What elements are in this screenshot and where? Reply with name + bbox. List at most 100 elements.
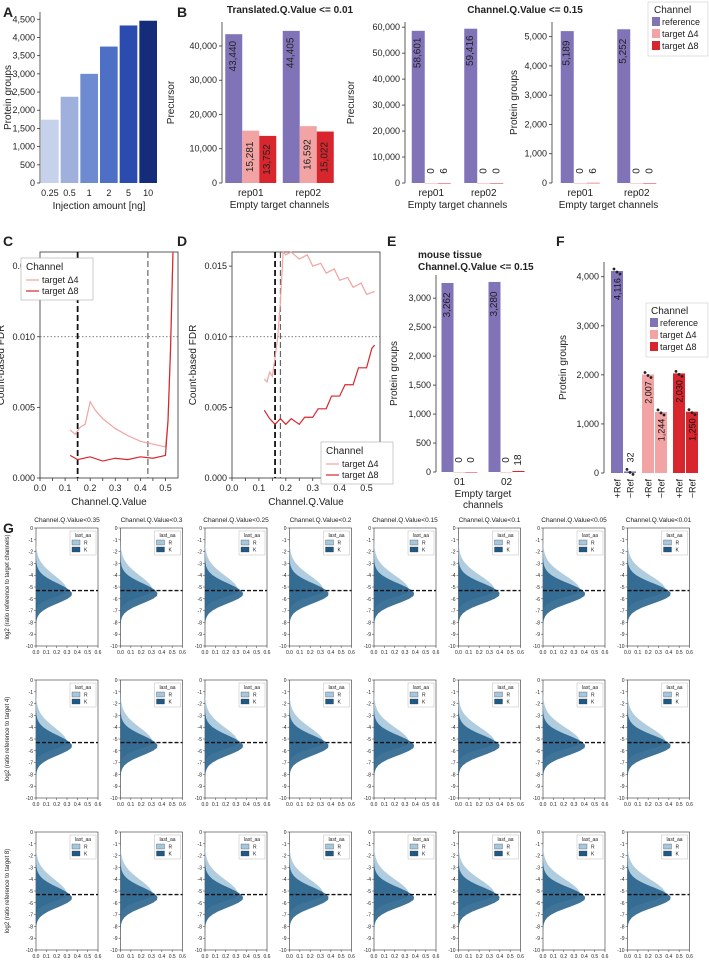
x-tick-label: 0.6 <box>95 650 102 656</box>
y-tick-label: -9 <box>451 632 456 638</box>
x-tick-label: 2 <box>106 188 111 198</box>
legend-swatch <box>71 539 81 546</box>
legend-label: K <box>422 548 426 554</box>
x-tick-label: 0.0 <box>455 802 462 808</box>
x-tick-label: 0.2 <box>222 954 229 960</box>
data-label: 5,252 <box>618 38 629 63</box>
series-line-targetΔ4 <box>263 250 375 384</box>
y-tick-label: 0 <box>284 678 287 684</box>
x-tick-label: 0.6 <box>602 650 609 656</box>
bar-E-01-targetΔ4 <box>453 472 466 473</box>
x-tick-label: 0.4 <box>412 802 419 808</box>
x-tick-label: rep02 <box>624 188 650 199</box>
x-tick-label: 0.2 <box>84 483 97 493</box>
y-tick-label: -2 <box>536 550 541 556</box>
density-K <box>289 680 329 798</box>
y-tick-label: -3 <box>620 561 625 567</box>
x-tick-label: 0.0 <box>624 802 631 808</box>
legend-swatch <box>409 698 419 705</box>
legend-title: last_aa <box>328 533 344 539</box>
y-tick-label: -7 <box>113 761 118 767</box>
chart-title: mouse tissue <box>418 250 482 261</box>
y-tick-label: -1 <box>113 538 118 544</box>
x-axis-label: channels <box>463 500 503 511</box>
y-tick-label: 1,000 <box>408 409 431 419</box>
x-tick-label: 0.4 <box>412 954 419 960</box>
y-tick-label: -9 <box>620 784 625 790</box>
x-tick-label: 0.2 <box>391 954 398 960</box>
y-tick-label: -10 <box>26 796 33 802</box>
y-tick-label: 0 <box>453 678 456 684</box>
bar-E-02-targetΔ4 <box>500 472 513 473</box>
bar-E-01-reference <box>441 282 454 472</box>
y-tick-label: -4 <box>282 877 287 883</box>
y-tick-label: -9 <box>29 784 34 790</box>
legend-label: R <box>253 845 257 851</box>
x-tick-label: 0.2 <box>280 483 293 493</box>
legend-label: reference <box>660 318 698 328</box>
y-tick-label: -9 <box>367 632 372 638</box>
y-tick-label: -8 <box>198 620 203 626</box>
x-tick-label: 0.0 <box>117 802 124 808</box>
y-tick-label: -8 <box>451 924 456 930</box>
legend-swatch <box>71 546 81 553</box>
y-tick-label: -2 <box>536 702 541 708</box>
y-axis-label: Precursor <box>346 80 357 124</box>
legend-label: R <box>507 693 511 699</box>
x-axis-label: Channel.Q.Value <box>71 497 147 508</box>
y-tick-label: 4,000 <box>12 32 35 42</box>
series-line-targetΔ8 <box>263 344 376 426</box>
legend-swatch <box>578 850 588 857</box>
y-tick-label: -7 <box>113 609 118 615</box>
y-tick-label: -10 <box>195 948 202 954</box>
y-tick-label: -2 <box>29 854 34 860</box>
x-tick-label: 0.4 <box>134 483 147 493</box>
y-tick-label: -8 <box>282 924 287 930</box>
y-tick-label: -8 <box>451 620 456 626</box>
y-tick-label: -4 <box>451 573 456 579</box>
y-tick-label: -2 <box>451 854 456 860</box>
legend-swatch <box>156 546 165 553</box>
x-tick-label: 0.5 <box>169 802 176 808</box>
density-K <box>36 832 72 950</box>
x-tick-label: 0.0 <box>540 650 547 656</box>
replicate-point <box>693 413 697 417</box>
panel-letter-A: A <box>3 4 13 20</box>
x-tick-label: 1 <box>87 188 92 198</box>
bar-B3-rep01-targetΔ4 <box>573 183 587 184</box>
x-tick-label: 0.25 <box>41 188 59 198</box>
legend-title: last_aa <box>497 685 513 691</box>
legend-title: last_aa <box>328 837 344 843</box>
y-tick-label: -9 <box>282 936 287 942</box>
bar-E-01-targetΔ8 <box>465 472 478 473</box>
y-tick-label: 2,000 <box>12 105 35 115</box>
x-tick-label: 0.2 <box>645 802 652 808</box>
plot-frame <box>231 251 381 479</box>
x-tick-label: 0.0 <box>117 954 124 960</box>
y-tick-label: 0 <box>622 526 625 532</box>
y-tick-label: 0 <box>368 830 371 836</box>
x-tick-label: 0.6 <box>348 954 355 960</box>
x-tick-label: 0.5 <box>253 650 260 656</box>
legend-swatch <box>663 850 672 857</box>
y-tick-label: -9 <box>536 784 541 790</box>
legend-label: K <box>591 548 595 554</box>
y-tick-label: -10 <box>617 796 624 802</box>
y-tick-label: -1 <box>198 538 203 544</box>
x-tick-label: 0.1 <box>127 954 134 960</box>
x-tick-label: 0.3 <box>317 802 324 808</box>
legend-swatch <box>240 698 250 705</box>
y-tick-label: 4,000 <box>576 272 599 282</box>
replicate-point <box>674 369 678 373</box>
y-tick-label: -5 <box>367 585 372 591</box>
data-label: 3,262 <box>442 292 453 317</box>
y-tick-label: -6 <box>29 597 34 603</box>
x-tick-label: 0.3 <box>148 802 155 808</box>
x-tick-label: 0.3 <box>402 650 409 656</box>
